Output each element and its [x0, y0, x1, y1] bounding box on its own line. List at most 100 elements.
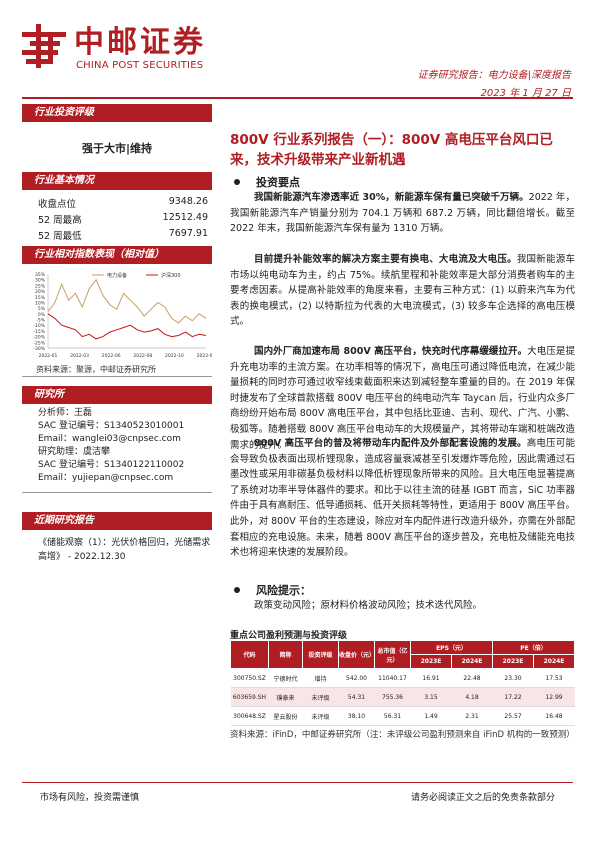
y-tick-label: -20% — [33, 335, 45, 341]
table-title: 重点公司盈利预测与投资评级 — [230, 631, 348, 641]
cell-price: 542.00 — [338, 668, 375, 688]
basic-value: 12512.49 — [162, 212, 208, 223]
cell-rating: 未评级 — [302, 687, 339, 707]
y-tick-label: 20% — [35, 289, 46, 295]
paragraph-4-lead: 800V 高压平台的普及将带动车内配件及外部配套设施的发展。 — [254, 438, 527, 449]
series-line-0 — [47, 278, 207, 324]
basic-row: 52 周最低 7697.91 — [38, 228, 208, 242]
cell-pe1: 17.22 — [492, 687, 534, 707]
bullet-icon — [234, 587, 240, 593]
cell-price: 54.31 — [338, 687, 375, 707]
cell-pe1: 23.30 — [492, 668, 534, 688]
cell-mcap: 11040.17 — [374, 668, 411, 688]
analyst-line: 研究助理：虞洁攀 — [38, 447, 111, 457]
paragraph-4: 800V 高压平台的普及将带动车内配件及外部配套设施的发展。高电压可能会导致负极… — [230, 436, 575, 561]
y-tick-label: 30% — [35, 278, 46, 284]
summary-head: 投资要点 — [256, 176, 300, 189]
analyst-line: SAC 登记编号：S1340122110002 — [38, 460, 185, 470]
cell-name: 星云股份 — [268, 706, 303, 726]
paragraph-3: 国内外厂商加速布局 800V 高压平台，快充时代序幕缓缓拉开。大电压是提升充电功… — [230, 344, 575, 453]
basic-key: 52 周最高 — [38, 215, 82, 226]
col-pe-y2: 2024E — [533, 654, 575, 669]
basic-section-head: 行业基本情况 — [22, 172, 212, 190]
y-tick-label: 0% — [38, 312, 46, 318]
col-pe-y1: 2023E — [492, 654, 534, 669]
relative-performance-chart: 35% 30% 25% 20% 15% 10% 5% 0% -5% -10% -15% -20% -25… — [22, 268, 215, 360]
paragraph-3-body: 大电压是提升充电功率的主流方案。在功率相等的情况下，高电压可通过降低电流，在减少… — [230, 346, 575, 451]
col-price: 收盘价（元） — [338, 640, 375, 669]
col-eps-y2: 2024E — [451, 654, 493, 669]
table-row: 300648.SZ 星云股份 未评级 38.10 56.31 1.49 2.31… — [230, 706, 575, 726]
y-tick-label: 5% — [38, 306, 46, 312]
performance-section-head: 行业相对指数表现（相对值） — [22, 246, 212, 264]
divider — [22, 492, 212, 493]
cell-pe2: 12.99 — [533, 687, 575, 707]
cell-eps1: 1.49 — [410, 706, 452, 726]
cell-code: 300750.SZ — [230, 668, 269, 688]
header-divider — [22, 97, 573, 99]
y-tick-label: -15% — [33, 329, 45, 335]
footer-divider — [22, 782, 573, 783]
cell-eps1: 16.91 — [410, 668, 452, 688]
cell-mcap: 755.36 — [374, 687, 411, 707]
paragraph-2: 目前提升补能效率的解决方案主要有换电、大电流及大电压。我国新能源车市场以纯电动车… — [230, 252, 575, 330]
logo-mark-icon — [22, 24, 66, 68]
cell-eps2: 4.18 — [451, 687, 493, 707]
recent-section-head: 近期研究报告 — [22, 512, 212, 530]
cell-pe2: 17.53 — [533, 668, 575, 688]
paragraph-2-body: 我国新能源车市场以纯电动车为主，约占 75%。续航里程和补能效率是大部分消费者购… — [230, 254, 575, 328]
col-eps: EPS（元） — [410, 640, 493, 655]
estimates-table: 代码 简称 投资评级 收盘价（元） 总市值（亿元） EPS（元） PE（倍） 2… — [230, 640, 575, 726]
series-line-1 — [47, 313, 207, 340]
footer-disclaimer-note: 请务必阅读正文之后的免责条款部分 — [410, 793, 555, 803]
basic-value: 9348.26 — [168, 196, 208, 207]
cell-name: 宁德时代 — [268, 668, 303, 688]
analyst-line: SAC 登记编号：S1340523010001 — [38, 421, 185, 431]
legend-label: 电力设备 — [107, 272, 127, 279]
y-tick-label: 35% — [35, 272, 46, 278]
recent-report-link[interactable]: 《储能观察（1）：光伏价格回归，光储需求高增》 - 2022.12.30 — [38, 538, 211, 562]
col-name: 简称 — [268, 640, 303, 669]
y-tick-label: -30% — [33, 346, 45, 352]
legend-label: 沪深300 — [161, 272, 181, 279]
analyst-section-head: 研究所 — [22, 386, 212, 404]
analyst-email[interactable]: Email：yujiepan@cnpsec.com — [38, 473, 174, 483]
cell-eps2: 2.31 — [451, 706, 493, 726]
risk-head: 风险提示： — [256, 584, 311, 597]
industry-rating: 强于大市|维持 — [81, 142, 153, 155]
paragraph-1-lead: 我国新能源汽车渗透率近 30%，新能源车保有量已突破千万辆。 — [254, 192, 529, 203]
basic-key: 收盘点位 — [38, 199, 77, 210]
report-type: 证券研究报告：电力设备|深度报告 — [417, 70, 571, 81]
chart-source: 资料来源：聚源，中邮证券研究所 — [36, 365, 156, 374]
y-tick-label: -25% — [33, 340, 45, 346]
report-date: 2023 年 1 月 27 日 — [480, 88, 571, 99]
cell-name: 璞泰来 — [268, 687, 303, 707]
performance-chart-svg: 35%30%25%20%15%10%5%0%-5%-10%-15%-20%-25… — [33, 272, 215, 359]
x-tick-label: 2022-01 — [39, 353, 58, 359]
risk-text: 政策变动风险；原材料价格波动风险；技术迭代风险。 — [254, 600, 483, 611]
paragraph-4-body: 高电压可能会导致负极表面出现析锂现象，造成容量衰减甚至引发爆炸等危险，因此需通过… — [230, 438, 575, 559]
cell-rating: 未评级 — [302, 706, 339, 726]
rating-section-head: 行业投资评级 — [22, 104, 212, 122]
cell-eps2: 22.48 — [451, 668, 493, 688]
table-source: 资料来源：iFinD，中邮证券研究所（注：未评级公司盈利预测来自 iFinD 机… — [230, 730, 575, 740]
paragraph-2-lead: 目前提升补能效率的解决方案主要有换电、大电流及大电压。 — [254, 254, 517, 265]
col-rating: 投资评级 — [302, 640, 339, 669]
analyst-email[interactable]: Email：wanglei03@cnpsec.com — [38, 434, 181, 444]
paragraph-1-body: 2022 年，我国新能源汽车产销量分别为 704.1 万辆和 687.2 万辆，… — [230, 192, 575, 235]
col-eps-y1: 2023E — [410, 654, 452, 669]
paragraph-1: 我国新能源汽车渗透率近 30%，新能源车保有量已突破千万辆。2022 年，我国新… — [230, 190, 575, 237]
basic-row: 收盘点位 9348.26 — [38, 196, 208, 210]
cell-code: 603659.SH — [230, 687, 269, 707]
divider — [22, 376, 212, 377]
y-tick-label: 10% — [35, 300, 46, 306]
x-tick-label: 2022-03 — [70, 353, 89, 359]
cell-code: 300648.SZ — [230, 706, 269, 726]
x-tick-label: 2023-01 — [197, 353, 212, 359]
col-code: 代码 — [230, 640, 269, 669]
table-row: 603659.SH 璞泰来 未评级 54.31 755.36 3.15 4.18… — [230, 687, 575, 707]
y-tick-label: -10% — [33, 323, 45, 329]
basic-key: 52 周最低 — [38, 231, 82, 242]
x-tick-label: 2022-10 — [165, 353, 184, 359]
y-tick-label: 15% — [35, 295, 46, 301]
